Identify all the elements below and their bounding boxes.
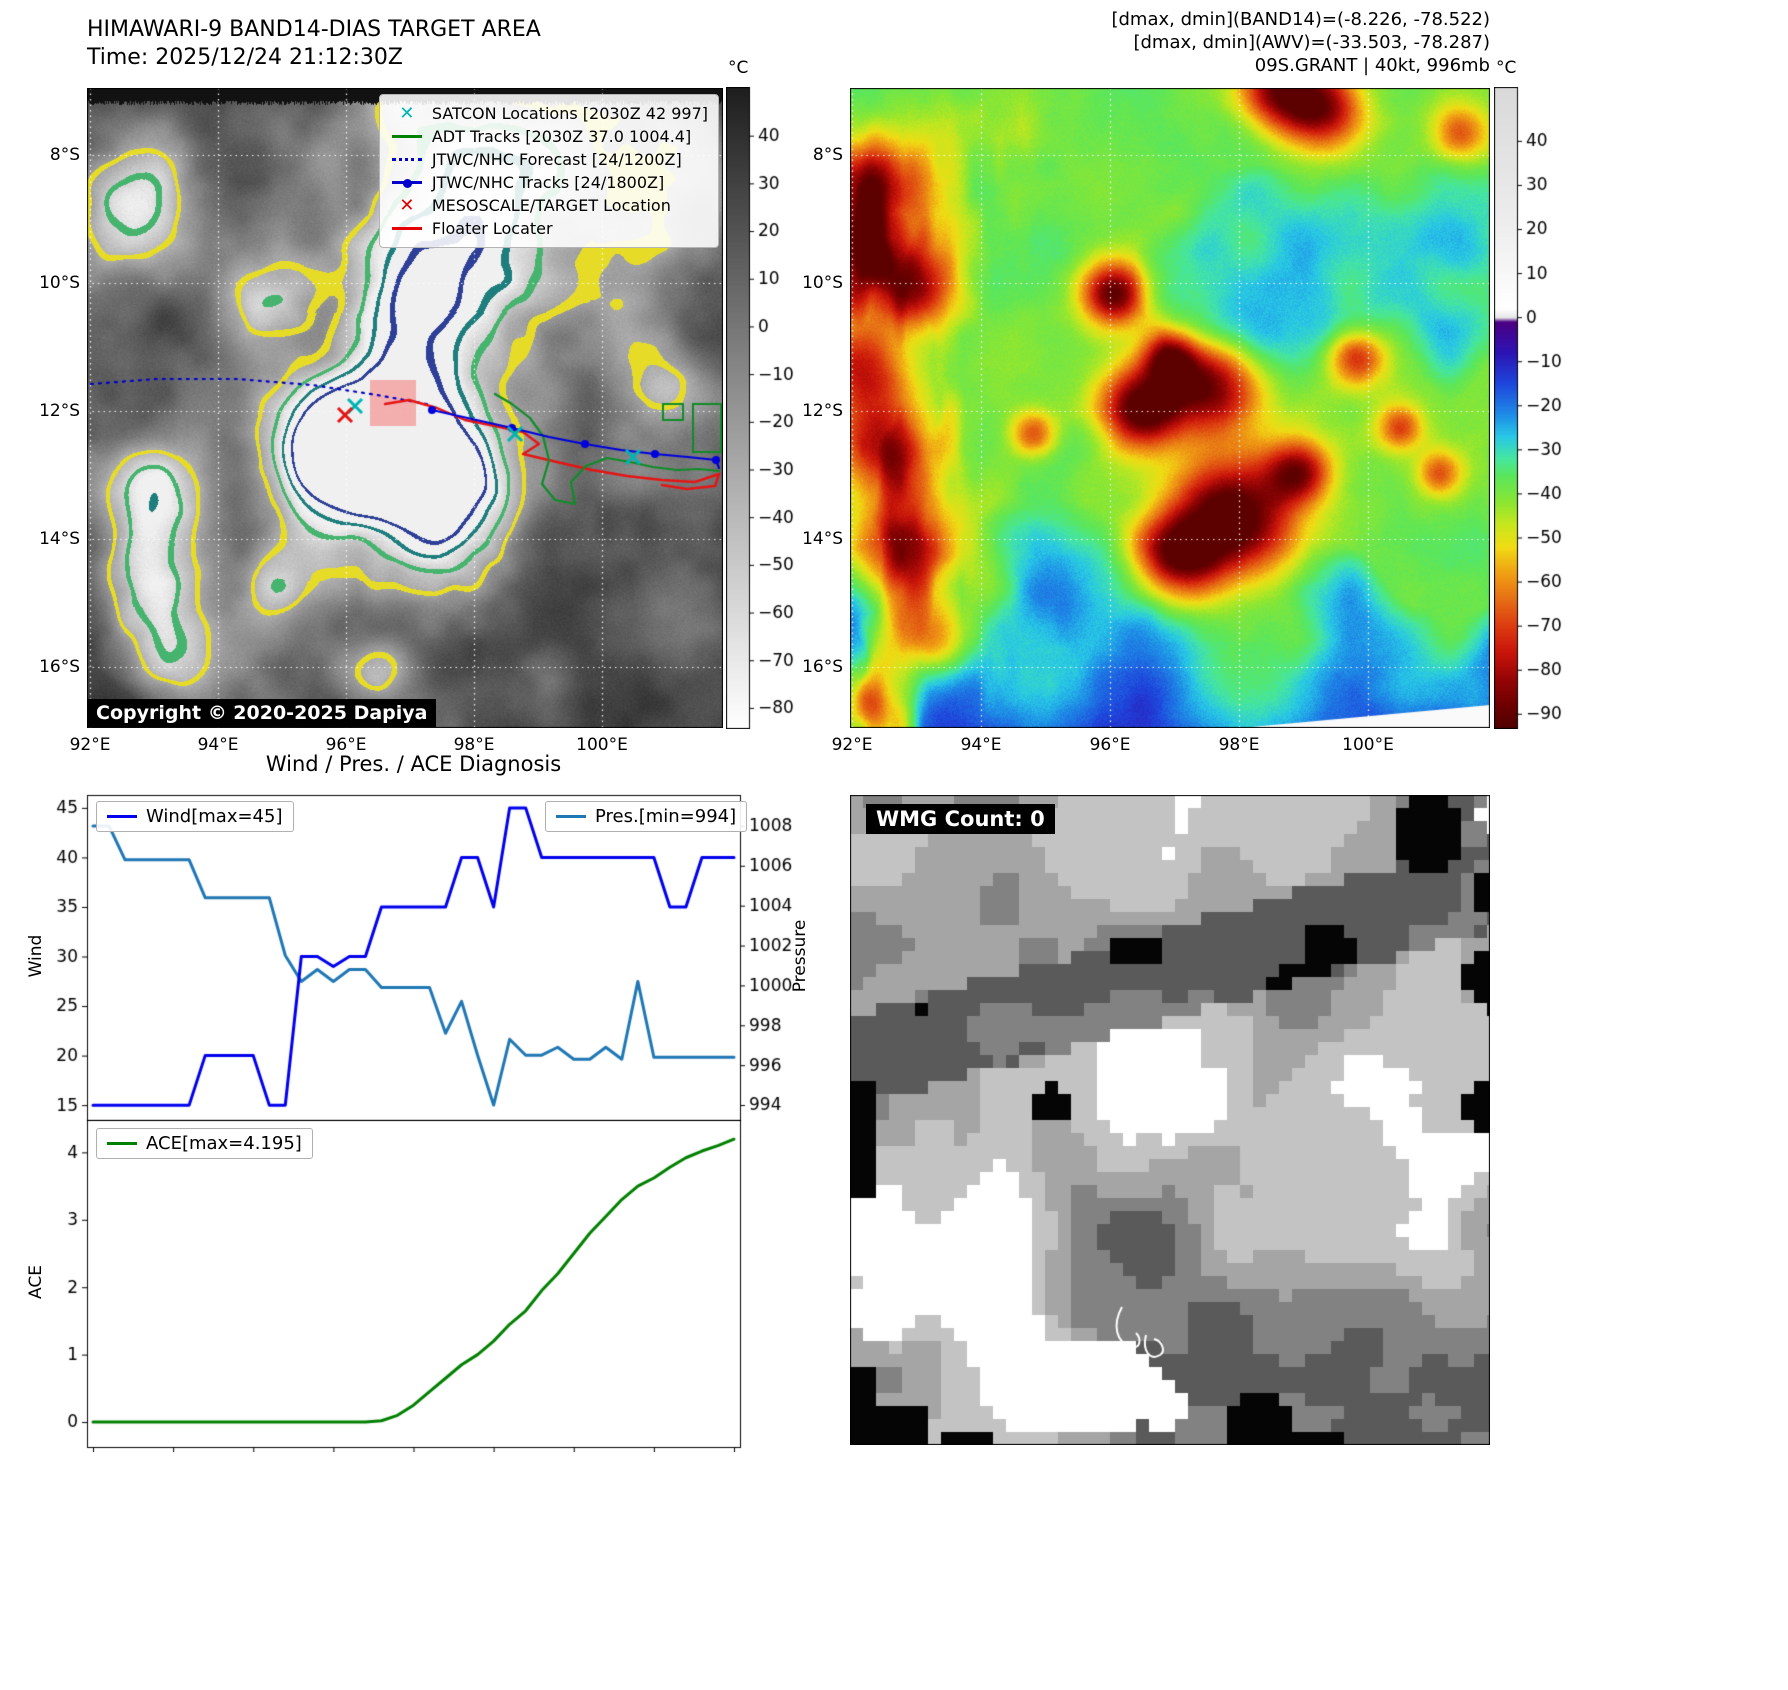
band14-colorbar [726, 87, 798, 729]
jtwc-line-dot-icon [390, 173, 424, 193]
legend-entry: Floater Locater [390, 217, 708, 240]
wind-legend-line-icon [107, 815, 137, 818]
lon-tick-label: 94°E [197, 735, 239, 755]
lat-tick-label: 12°S [802, 401, 843, 421]
satcon-x-icon: ✕ [399, 103, 415, 124]
lon-tick-label: 96°E [325, 735, 367, 755]
band14-colorbar-unit: °C [728, 58, 749, 78]
legend-label: ADT Tracks [2030Z 37.0 1004.4] [431, 127, 692, 146]
lon-tick-label: 94°E [960, 735, 1002, 755]
awv-colorbar [1494, 87, 1566, 729]
diagnosis-chart-title: Wind / Pres. / ACE Diagnosis [265, 752, 562, 776]
lon-tick-label: 98°E [453, 735, 495, 755]
lon-tick-label: 98°E [1218, 735, 1260, 755]
band14-time: Time: 2025/12/24 21:12:30Z [87, 45, 403, 70]
lat-tick-label: 8°S [49, 145, 80, 165]
legend-entry: JTWC/NHC Tracks [24/1800Z] [390, 171, 708, 194]
legend-label: JTWC/NHC Forecast [24/1200Z] [431, 150, 682, 169]
legend-entry: ADT Tracks [2030Z 37.0 1004.4] [390, 125, 708, 148]
band14-title: HIMAWARI-9 BAND14-DIAS TARGET AREA [87, 17, 541, 42]
lat-tick-label: 10°S [802, 273, 843, 293]
wind-pressure-chart [40, 793, 810, 1127]
legend-entry: JTWC/NHC Forecast [24/1200Z] [390, 148, 708, 171]
band14-map-legend: ✕ SATCON Locations [2030Z 42 997] ADT Trac… [378, 94, 719, 248]
storm-id-intensity: 09S.GRANT | 40kt, 996mb [1254, 55, 1490, 76]
lat-tick-label: 16°S [39, 657, 80, 677]
floater-line-icon [390, 219, 424, 239]
mesoscale-x-icon: ✕ [399, 195, 415, 216]
ace-legend-label: ACE[max=4.195] [146, 1133, 302, 1154]
pressure-legend: Pres.[min=994] [545, 801, 748, 832]
legend-label: JTWC/NHC Tracks [24/1800Z] [431, 173, 665, 192]
awv-map [850, 88, 1490, 728]
lon-tick-label: 100°E [1342, 735, 1394, 755]
legend-label: MESOSCALE/TARGET Location [431, 196, 671, 215]
legend-label: Floater Locater [431, 219, 553, 238]
wind-legend-label: Wind[max=45] [146, 806, 283, 827]
pressure-legend-label: Pres.[min=994] [595, 806, 737, 827]
band14-map: ✕ SATCON Locations [2030Z 42 997] ADT Trac… [87, 88, 723, 728]
lat-tick-label: 12°S [39, 401, 80, 421]
adt-line-icon [390, 127, 424, 147]
pressure-axis-label: Pressure [790, 919, 810, 993]
awv-header: [dmax, dmin](BAND14)=(-8.226, -78.522) [… [1111, 8, 1490, 77]
lon-tick-label: 100°E [576, 735, 628, 755]
awv-satellite-image [850, 88, 1490, 728]
wind-axis-label: Wind [26, 934, 46, 978]
wmg-count-label: WMG Count: 0 [866, 804, 1055, 834]
legend-label: SATCON Locations [2030Z 42 997] [431, 104, 708, 123]
ace-legend: ACE[max=4.195] [96, 1128, 313, 1159]
ace-legend-line-icon [107, 1142, 137, 1145]
ace-axis-label: ACE [26, 1265, 46, 1299]
lon-tick-label: 96°E [1089, 735, 1131, 755]
lon-tick-label: 92°E [69, 735, 111, 755]
wmg-count-image [850, 795, 1490, 1445]
lat-tick-label: 8°S [812, 145, 843, 165]
awv-dmax-dmin: [dmax, dmin](AWV)=(-33.503, -78.287) [1133, 32, 1490, 53]
legend-entry: ✕ SATCON Locations [2030Z 42 997] [390, 102, 708, 125]
pressure-legend-line-icon [556, 815, 586, 818]
forecast-dotted-icon [390, 150, 424, 170]
band14-dmax-dmin: [dmax, dmin](BAND14)=(-8.226, -78.522) [1111, 9, 1490, 30]
wmg-map: WMG Count: 0 [850, 795, 1490, 1445]
lat-tick-label: 14°S [39, 529, 80, 549]
lat-tick-label: 14°S [802, 529, 843, 549]
wind-legend: Wind[max=45] [96, 801, 294, 832]
lat-tick-label: 10°S [39, 273, 80, 293]
lat-tick-label: 16°S [802, 657, 843, 677]
copyright-label: Copyright © 2020-2025 Dapiya [87, 699, 437, 727]
legend-entry: ✕ MESOSCALE/TARGET Location [390, 194, 708, 217]
lon-tick-label: 92°E [831, 735, 873, 755]
ace-chart [40, 1118, 810, 1452]
awv-colorbar-unit: °C [1496, 58, 1517, 78]
